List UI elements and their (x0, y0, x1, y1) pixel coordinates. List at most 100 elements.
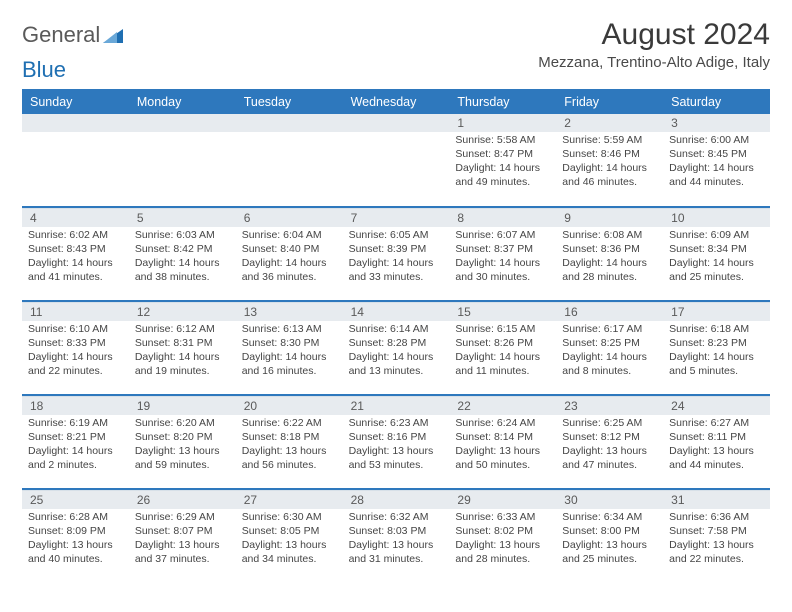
day-number: 7 (343, 209, 450, 227)
calendar-cell: 8Sunrise: 6:07 AMSunset: 8:37 PMDaylight… (449, 208, 556, 300)
sunrise-text: Sunrise: 6:07 AM (455, 229, 550, 243)
calendar-cell: 30Sunrise: 6:34 AMSunset: 8:00 PMDayligh… (556, 490, 663, 582)
day-body: Sunrise: 6:00 AMSunset: 8:45 PMDaylight:… (663, 132, 770, 193)
sunset-text: Sunset: 8:07 PM (135, 525, 230, 539)
daylight-text: Daylight: 14 hours and 22 minutes. (28, 351, 123, 379)
sunrise-text: Sunrise: 6:24 AM (455, 417, 550, 431)
calendar-cell: 25Sunrise: 6:28 AMSunset: 8:09 PMDayligh… (22, 490, 129, 582)
day-body: Sunrise: 6:29 AMSunset: 8:07 PMDaylight:… (129, 509, 236, 570)
sunrise-text: Sunrise: 6:03 AM (135, 229, 230, 243)
sunset-text: Sunset: 8:20 PM (135, 431, 230, 445)
sunset-text: Sunset: 8:21 PM (28, 431, 123, 445)
day-header-thu: Thursday (449, 91, 556, 114)
calendar-grid: 1Sunrise: 5:58 AMSunset: 8:47 PMDaylight… (22, 114, 770, 582)
calendar-cell: 12Sunrise: 6:12 AMSunset: 8:31 PMDayligh… (129, 302, 236, 394)
sunset-text: Sunset: 8:26 PM (455, 337, 550, 351)
day-header-row: Sunday Monday Tuesday Wednesday Thursday… (22, 91, 770, 114)
sunrise-text: Sunrise: 6:05 AM (349, 229, 444, 243)
daylight-text: Daylight: 14 hours and 13 minutes. (349, 351, 444, 379)
sunset-text: Sunset: 7:58 PM (669, 525, 764, 539)
day-number: 2 (556, 114, 663, 132)
sunrise-text: Sunrise: 6:13 AM (242, 323, 337, 337)
day-header-sun: Sunday (22, 91, 129, 114)
calendar-cell: 21Sunrise: 6:23 AMSunset: 8:16 PMDayligh… (343, 396, 450, 488)
day-body: Sunrise: 6:14 AMSunset: 8:28 PMDaylight:… (343, 321, 450, 382)
sunset-text: Sunset: 8:00 PM (562, 525, 657, 539)
daylight-text: Daylight: 13 hours and 31 minutes. (349, 539, 444, 567)
calendar-cell: 5Sunrise: 6:03 AMSunset: 8:42 PMDaylight… (129, 208, 236, 300)
day-number: 12 (129, 303, 236, 321)
sunrise-text: Sunrise: 6:30 AM (242, 511, 337, 525)
sunrise-text: Sunrise: 6:08 AM (562, 229, 657, 243)
calendar-cell: 13Sunrise: 6:13 AMSunset: 8:30 PMDayligh… (236, 302, 343, 394)
day-number: 30 (556, 491, 663, 509)
calendar-cell (129, 114, 236, 206)
day-body: Sunrise: 6:07 AMSunset: 8:37 PMDaylight:… (449, 227, 556, 288)
logo-text-general: General (22, 22, 100, 48)
sunrise-text: Sunrise: 6:04 AM (242, 229, 337, 243)
sunset-text: Sunset: 8:25 PM (562, 337, 657, 351)
day-body: Sunrise: 6:04 AMSunset: 8:40 PMDaylight:… (236, 227, 343, 288)
sunset-text: Sunset: 8:30 PM (242, 337, 337, 351)
day-number: 18 (22, 397, 129, 415)
sunrise-text: Sunrise: 5:59 AM (562, 134, 657, 148)
day-header-mon: Monday (129, 91, 236, 114)
sunset-text: Sunset: 8:33 PM (28, 337, 123, 351)
sunrise-text: Sunrise: 5:58 AM (455, 134, 550, 148)
sunrise-text: Sunrise: 6:18 AM (669, 323, 764, 337)
calendar-cell: 7Sunrise: 6:05 AMSunset: 8:39 PMDaylight… (343, 208, 450, 300)
sunrise-text: Sunrise: 6:28 AM (28, 511, 123, 525)
day-number: 26 (129, 491, 236, 509)
day-body: Sunrise: 6:22 AMSunset: 8:18 PMDaylight:… (236, 415, 343, 476)
day-body: Sunrise: 6:18 AMSunset: 8:23 PMDaylight:… (663, 321, 770, 382)
logo-triangle-icon (103, 23, 123, 49)
day-body: Sunrise: 6:27 AMSunset: 8:11 PMDaylight:… (663, 415, 770, 476)
day-body: Sunrise: 6:15 AMSunset: 8:26 PMDaylight:… (449, 321, 556, 382)
sunrise-text: Sunrise: 6:20 AM (135, 417, 230, 431)
sunset-text: Sunset: 8:47 PM (455, 148, 550, 162)
daylight-text: Daylight: 13 hours and 50 minutes. (455, 445, 550, 473)
day-number: 28 (343, 491, 450, 509)
daylight-text: Daylight: 13 hours and 22 minutes. (669, 539, 764, 567)
daylight-text: Daylight: 13 hours and 59 minutes. (135, 445, 230, 473)
daylight-text: Daylight: 13 hours and 28 minutes. (455, 539, 550, 567)
daylight-text: Daylight: 14 hours and 46 minutes. (562, 162, 657, 190)
sunrise-text: Sunrise: 6:25 AM (562, 417, 657, 431)
daylight-text: Daylight: 13 hours and 40 minutes. (28, 539, 123, 567)
page-subtitle: Mezzana, Trentino-Alto Adige, Italy (538, 54, 770, 71)
sunset-text: Sunset: 8:03 PM (349, 525, 444, 539)
daylight-text: Daylight: 14 hours and 28 minutes. (562, 257, 657, 285)
day-number: 11 (22, 303, 129, 321)
sunset-text: Sunset: 8:02 PM (455, 525, 550, 539)
day-number: 13 (236, 303, 343, 321)
logo-text-blue: Blue (22, 57, 66, 82)
day-header-fri: Friday (556, 91, 663, 114)
sunrise-text: Sunrise: 6:10 AM (28, 323, 123, 337)
day-body: Sunrise: 6:24 AMSunset: 8:14 PMDaylight:… (449, 415, 556, 476)
day-body: Sunrise: 6:23 AMSunset: 8:16 PMDaylight:… (343, 415, 450, 476)
calendar-cell: 16Sunrise: 6:17 AMSunset: 8:25 PMDayligh… (556, 302, 663, 394)
sunset-text: Sunset: 8:28 PM (349, 337, 444, 351)
calendar-cell: 2Sunrise: 5:59 AMSunset: 8:46 PMDaylight… (556, 114, 663, 206)
daylight-text: Daylight: 13 hours and 44 minutes. (669, 445, 764, 473)
day-number: 21 (343, 397, 450, 415)
calendar-cell: 10Sunrise: 6:09 AMSunset: 8:34 PMDayligh… (663, 208, 770, 300)
sunset-text: Sunset: 8:34 PM (669, 243, 764, 257)
daylight-text: Daylight: 13 hours and 34 minutes. (242, 539, 337, 567)
calendar-cell: 23Sunrise: 6:25 AMSunset: 8:12 PMDayligh… (556, 396, 663, 488)
sunset-text: Sunset: 8:43 PM (28, 243, 123, 257)
calendar-cell: 14Sunrise: 6:14 AMSunset: 8:28 PMDayligh… (343, 302, 450, 394)
sunset-text: Sunset: 8:12 PM (562, 431, 657, 445)
day-number: 6 (236, 209, 343, 227)
day-body: Sunrise: 6:09 AMSunset: 8:34 PMDaylight:… (663, 227, 770, 288)
calendar-cell (22, 114, 129, 206)
daylight-text: Daylight: 14 hours and 33 minutes. (349, 257, 444, 285)
calendar-cell: 1Sunrise: 5:58 AMSunset: 8:47 PMDaylight… (449, 114, 556, 206)
daylight-text: Daylight: 14 hours and 38 minutes. (135, 257, 230, 285)
sunset-text: Sunset: 8:11 PM (669, 431, 764, 445)
daylight-text: Daylight: 13 hours and 37 minutes. (135, 539, 230, 567)
day-body: Sunrise: 6:13 AMSunset: 8:30 PMDaylight:… (236, 321, 343, 382)
sunrise-text: Sunrise: 6:14 AM (349, 323, 444, 337)
sunset-text: Sunset: 8:23 PM (669, 337, 764, 351)
calendar: Sunday Monday Tuesday Wednesday Thursday… (22, 89, 770, 582)
